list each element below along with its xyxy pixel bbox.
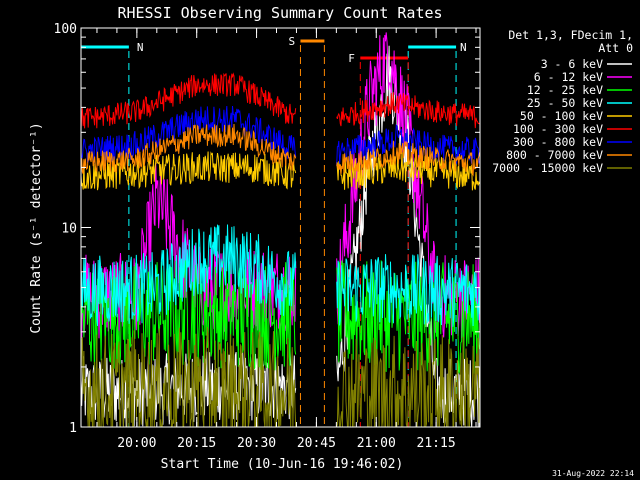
series-line-9 bbox=[80, 327, 481, 428]
axes-layer: 1 10 100 20:00 20:15 20:30 20:45 21:00 21:15 bbox=[54, 22, 481, 451]
legend-label-9: 7000 - 15000 keV bbox=[492, 161, 603, 175]
annotation-label-2: N bbox=[460, 41, 467, 54]
data-layer bbox=[80, 32, 481, 428]
annotation-label-4: F bbox=[348, 52, 355, 65]
x-tick-label-3: 20:30 bbox=[237, 436, 276, 451]
x-tick-label-5: 21:00 bbox=[357, 436, 396, 451]
series-line-7 bbox=[80, 105, 481, 166]
series-line-8 bbox=[80, 123, 481, 177]
legend-label-5: 50 - 100 keV bbox=[520, 109, 603, 123]
legend-label-1: 3 - 6 keV bbox=[541, 57, 603, 71]
x-tick-label-6: 21:15 bbox=[417, 436, 456, 451]
legend-header-line-2: Att 0 bbox=[598, 41, 633, 55]
x-tick-label-2: 20:15 bbox=[177, 436, 216, 451]
legend-label-2: 6 - 12 keV bbox=[534, 70, 603, 84]
chart-title: RHESSI Observing Summary Count Rates bbox=[117, 4, 442, 22]
x-tick-label-4: 20:45 bbox=[297, 436, 336, 451]
series-line-6 bbox=[80, 72, 480, 129]
annotation-label-3: S bbox=[288, 35, 295, 48]
x-axis-label: Start Time (10-Jun-16 19:46:02) bbox=[161, 457, 404, 472]
legend-label-6: 100 - 300 keV bbox=[513, 122, 603, 136]
legend-header-line-1: Det 1,3, FDecim 1, bbox=[508, 28, 633, 42]
legend-label-3: 12 - 25 keV bbox=[527, 83, 603, 97]
series-line-4 bbox=[80, 224, 481, 327]
y-axis-label: Count Rate (s⁻¹ detector⁻¹) bbox=[29, 122, 44, 333]
legend-label-4: 25 - 50 keV bbox=[527, 96, 603, 110]
x-tick-label-1: 20:00 bbox=[117, 436, 156, 451]
y-tick-label-2: 10 bbox=[61, 222, 77, 237]
annotation-label-1: N bbox=[137, 41, 144, 54]
timestamp-footer: 31-Aug-2022 22:14 bbox=[552, 469, 634, 478]
legend-label-7: 300 - 800 keV bbox=[513, 135, 603, 149]
y-tick-label-1: 1 bbox=[69, 421, 77, 436]
legend-label-8: 800 - 7000 keV bbox=[506, 148, 603, 162]
y-tick-label-3: 100 bbox=[54, 22, 77, 37]
